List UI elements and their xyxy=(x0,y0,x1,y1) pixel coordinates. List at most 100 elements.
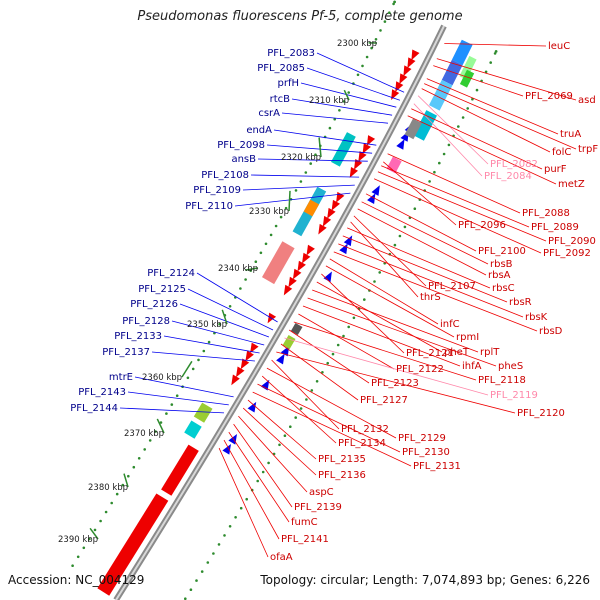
label-leader-line xyxy=(424,83,577,150)
gc-outer-dot xyxy=(294,416,298,419)
label-leader-line xyxy=(316,281,443,353)
gene-label-reverse: leuC xyxy=(548,41,570,52)
gc-outer-dot xyxy=(206,561,210,564)
label-leader-line xyxy=(273,129,377,146)
gene-label-reverse: PFL_2090 xyxy=(548,236,596,247)
blast-hit-block xyxy=(184,420,202,439)
gene-label-reverse: PFL_2107 xyxy=(428,281,476,292)
label-leader-line xyxy=(119,407,225,414)
gc-outer-dot xyxy=(234,516,237,519)
label-leader-line xyxy=(134,376,234,398)
gene-label-reverse: pheT xyxy=(444,347,470,358)
kbp-tick-label: 2330 kbp xyxy=(249,207,289,217)
forward-gene-arrow xyxy=(339,243,348,255)
gc-outer-dot xyxy=(442,152,446,156)
label-leader-line xyxy=(312,289,479,353)
gc-inner-dot xyxy=(254,260,258,264)
forward-gene-arrow xyxy=(222,444,231,455)
label-leader-line xyxy=(179,303,270,338)
gc-inner-dot xyxy=(202,349,206,353)
gc-inner-dot xyxy=(347,91,351,94)
forward-gene-arrow xyxy=(228,434,237,445)
gene-label-reverse: PFL_2118 xyxy=(478,375,526,386)
gc-inner-dot xyxy=(299,180,303,183)
gene-label-forward: PFL_2126 xyxy=(130,299,178,310)
map-title: Pseudomonas fluorescens Pf-5, complete g… xyxy=(137,9,463,24)
gene-label-reverse: PFL_2120 xyxy=(517,408,565,419)
gene-label-reverse: PFL_2088 xyxy=(522,208,570,219)
gc-inner-dot xyxy=(82,546,86,550)
gene-label-reverse: PFL_2122 xyxy=(396,364,444,375)
blast-hit-block xyxy=(282,335,296,350)
label-leader-line xyxy=(298,313,395,370)
gene-label-reverse: PFL_2139 xyxy=(294,502,342,513)
gc-outer-dot xyxy=(267,461,270,465)
label-leader-line xyxy=(444,43,547,47)
label-leader-line xyxy=(247,399,317,460)
gene-label-reverse: PFL_2121 xyxy=(406,348,454,359)
gc-outer-dot xyxy=(489,61,493,64)
gene-label-reverse: PFL_2082 xyxy=(490,159,538,170)
gc-inner-dot xyxy=(259,251,263,255)
gc-outer-dot xyxy=(438,161,441,165)
gene-label-reverse: metZ xyxy=(558,179,585,190)
gene-labels: PFL_2083 PFL_2085 prfH rtcB csrA endA PFL_2098… xyxy=(70,41,598,563)
kbp-tick-label: 2370 kbp xyxy=(124,429,164,439)
reverse-gene-arrow xyxy=(349,167,358,178)
reverse-gene-arrow xyxy=(302,252,311,264)
gc-inner-dot xyxy=(328,126,332,130)
gene-label-reverse: PFL_2100 xyxy=(478,246,526,257)
kbp-tick-mark xyxy=(318,137,322,158)
kbp-tick-mark xyxy=(156,418,165,434)
reverse-gene-arrow xyxy=(403,65,412,77)
gc-outer-dot xyxy=(217,543,221,546)
reverse-gene-arrow xyxy=(411,49,420,61)
label-leader-line xyxy=(353,215,427,287)
gc-inner-dot xyxy=(342,100,346,103)
gc-inner-dot xyxy=(333,117,337,121)
gc-outer-dot xyxy=(336,343,340,347)
reverse-gene-block xyxy=(97,493,169,596)
topology-text: Topology: circular; Length: 7,074,893 bp… xyxy=(260,573,590,587)
forward-gene-arrow xyxy=(367,193,376,204)
gc-outer-dot xyxy=(494,50,498,53)
gc-outer-dot xyxy=(457,125,460,128)
gene-label-forward: PFL_2109 xyxy=(193,185,241,196)
kbp-tick-label: 2300 kbp xyxy=(337,39,377,49)
gc-inner-dot xyxy=(392,2,395,6)
gene-label-reverse: PFL_2132 xyxy=(341,424,389,435)
gc-outer-dot xyxy=(484,70,488,74)
label-leader-line xyxy=(407,115,557,185)
gc-inner-dot xyxy=(269,233,273,237)
gene-label-reverse: PFL_2131 xyxy=(413,461,461,472)
gc-inner-dot xyxy=(284,206,288,210)
gene-label-reverse: PFL_2096 xyxy=(458,220,506,231)
gc-inner-dot xyxy=(279,215,283,219)
label-leader-line xyxy=(357,208,487,276)
blast-hit-block xyxy=(303,199,320,217)
gc-outer-dot xyxy=(413,207,417,210)
gc-outer-dot xyxy=(403,225,407,229)
reverse-gene-arrow xyxy=(366,135,376,146)
gc-outer-dot xyxy=(228,525,232,528)
gc-inner-dot xyxy=(186,376,190,380)
gene-label-reverse: PFL_2130 xyxy=(402,447,450,458)
reverse-gene-arrow xyxy=(322,215,332,227)
label-leader-line xyxy=(387,153,521,214)
label-leader-line xyxy=(411,108,543,170)
gc-outer-dot xyxy=(200,570,204,573)
reverse-gene-arrow xyxy=(354,159,363,170)
blast-hit-block xyxy=(441,59,463,86)
gc-inner-dot xyxy=(228,305,232,308)
gc-inner-dot xyxy=(110,501,113,505)
gene-label-forward: PFL_2108 xyxy=(201,170,249,181)
gene-label-reverse: purF xyxy=(544,164,567,175)
reverse-gene-arrow xyxy=(327,207,336,219)
gc-inner-dot xyxy=(148,439,152,442)
gene-label-forward: PFL_2110 xyxy=(185,201,233,212)
gc-outer-dot xyxy=(289,425,292,429)
kbp-tick-label: 2310 kbp xyxy=(309,96,349,106)
reverse-gene-arrow xyxy=(283,284,293,296)
reverse-gene-block xyxy=(161,444,199,496)
backbone-highlight xyxy=(115,25,445,600)
